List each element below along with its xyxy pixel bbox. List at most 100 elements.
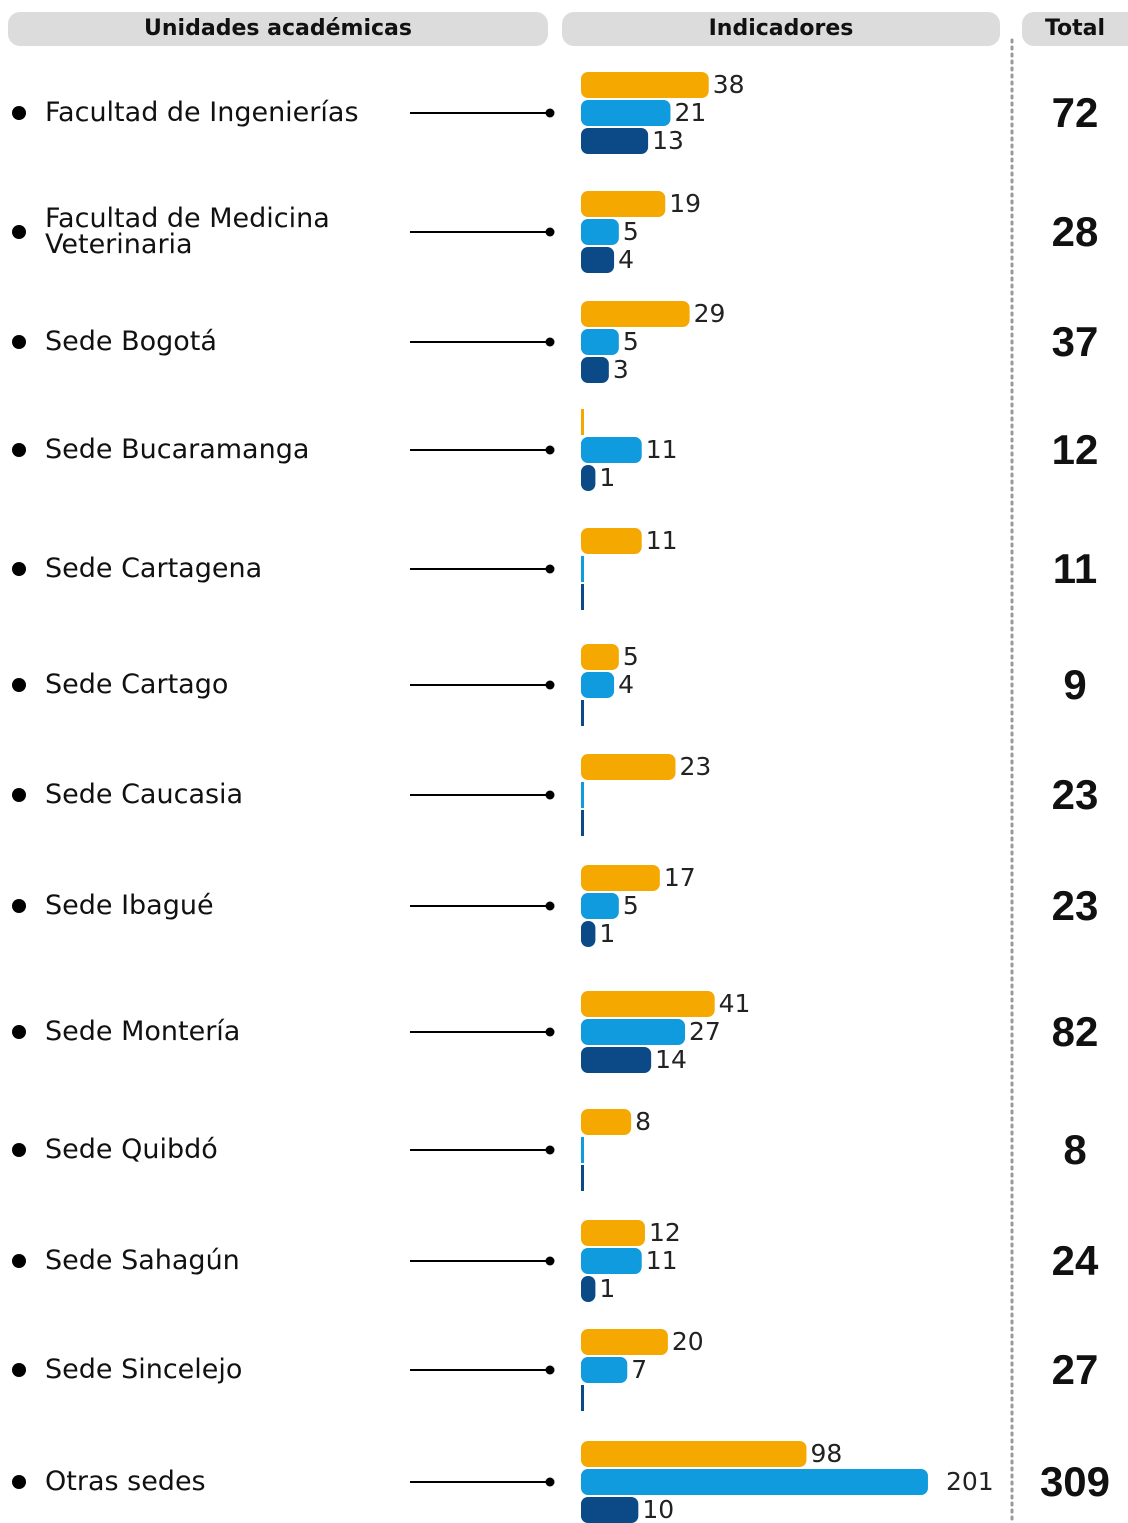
category-label: Otras sedes bbox=[45, 1466, 206, 1497]
value-label: 201 bbox=[946, 1467, 994, 1496]
value-label: 3 bbox=[613, 355, 629, 384]
bar bbox=[581, 357, 609, 383]
connector-dot bbox=[545, 227, 555, 237]
bar bbox=[581, 1047, 652, 1073]
total: 23 bbox=[1052, 771, 1099, 818]
bar bbox=[581, 247, 615, 273]
bullet bbox=[12, 562, 26, 576]
connector-dot bbox=[545, 1027, 555, 1037]
bullet bbox=[12, 1363, 26, 1377]
total: 24 bbox=[1052, 1237, 1099, 1284]
bar bbox=[581, 219, 619, 245]
value-label: 23 bbox=[679, 752, 711, 781]
header: Unidades académicas bbox=[144, 16, 412, 41]
bullet bbox=[12, 106, 26, 120]
bar bbox=[581, 672, 615, 698]
category-label: Facultad de Medicina Veterinaria bbox=[45, 203, 330, 260]
value-label: 38 bbox=[713, 70, 745, 99]
connector-dot bbox=[545, 337, 555, 347]
value-label: 13 bbox=[652, 126, 684, 155]
total: 23 bbox=[1052, 882, 1099, 929]
value-label: 21 bbox=[674, 98, 706, 127]
total: 72 bbox=[1052, 89, 1099, 136]
bullet bbox=[12, 443, 26, 457]
header-pill bbox=[1022, 12, 1128, 46]
bar bbox=[581, 1329, 668, 1355]
bar bbox=[581, 1497, 639, 1523]
bullet bbox=[12, 899, 26, 913]
bullet bbox=[12, 1143, 26, 1157]
header: Indicadores bbox=[709, 16, 854, 41]
value-label: 4 bbox=[618, 245, 634, 274]
category-label: Sede Sahagún bbox=[45, 1245, 240, 1276]
bar bbox=[581, 893, 619, 919]
bar bbox=[581, 782, 584, 808]
bar bbox=[581, 921, 596, 947]
value-label: 5 bbox=[623, 891, 639, 920]
bullet bbox=[12, 1254, 26, 1268]
header: Total bbox=[1045, 16, 1105, 41]
bullet bbox=[12, 1475, 26, 1489]
bar bbox=[581, 1441, 807, 1467]
category-label: Facultad de Ingenierías bbox=[45, 97, 359, 128]
total: 12 bbox=[1052, 426, 1099, 473]
category-label: Sede Quibdó bbox=[45, 1134, 218, 1165]
category-label: Sede Sincelejo bbox=[45, 1354, 243, 1385]
category-label: Sede Bogotá bbox=[45, 326, 217, 357]
category-label: Sede Cartago bbox=[45, 669, 229, 700]
bullet bbox=[12, 678, 26, 692]
value-label: 5 bbox=[623, 217, 639, 246]
value-label: 17 bbox=[664, 863, 696, 892]
bar bbox=[581, 865, 660, 891]
bar bbox=[581, 128, 649, 154]
value-label: 1 bbox=[599, 463, 615, 492]
bar bbox=[581, 465, 596, 491]
bar bbox=[581, 1248, 642, 1274]
bar bbox=[581, 301, 690, 327]
bar bbox=[581, 644, 619, 670]
value-label: 10 bbox=[642, 1495, 674, 1523]
bar bbox=[581, 100, 671, 126]
bar bbox=[581, 528, 642, 554]
bar bbox=[581, 1165, 584, 1191]
value-label: 27 bbox=[689, 1017, 721, 1046]
connector-dot bbox=[545, 680, 555, 690]
total: 8 bbox=[1063, 1126, 1086, 1173]
bullet bbox=[12, 335, 26, 349]
connector-dot bbox=[545, 564, 555, 574]
value-label: 19 bbox=[669, 189, 701, 218]
bar bbox=[581, 754, 676, 780]
category-label: Sede Caucasia bbox=[45, 779, 244, 810]
bar bbox=[581, 1357, 628, 1383]
value-label: 4 bbox=[618, 670, 634, 699]
bullet bbox=[12, 225, 26, 239]
value-label: 11 bbox=[646, 526, 678, 555]
bar bbox=[581, 437, 642, 463]
bar bbox=[581, 1019, 686, 1045]
connector-dot bbox=[545, 108, 555, 118]
total: 27 bbox=[1052, 1346, 1099, 1393]
value-label: 20 bbox=[672, 1327, 704, 1356]
value-label: 41 bbox=[719, 989, 751, 1018]
bar bbox=[581, 409, 584, 435]
bar bbox=[581, 1469, 928, 1495]
category-label: Sede Montería bbox=[45, 1016, 241, 1047]
bar bbox=[581, 1385, 584, 1411]
value-label: 14 bbox=[655, 1045, 687, 1074]
value-label: 29 bbox=[694, 299, 726, 328]
total: 9 bbox=[1063, 661, 1086, 708]
value-label: 11 bbox=[646, 435, 678, 464]
value-label: 7 bbox=[631, 1355, 647, 1384]
connector-dot bbox=[545, 1145, 555, 1155]
total: 37 bbox=[1052, 318, 1099, 365]
connector-dot bbox=[545, 445, 555, 455]
total: 11 bbox=[1053, 545, 1097, 592]
bar bbox=[581, 991, 715, 1017]
value-label: 8 bbox=[635, 1107, 651, 1136]
value-label: 1 bbox=[599, 1274, 615, 1303]
bullet bbox=[12, 788, 26, 802]
category-label: Sede Bucaramanga bbox=[45, 434, 310, 465]
connector-dot bbox=[545, 1477, 555, 1487]
